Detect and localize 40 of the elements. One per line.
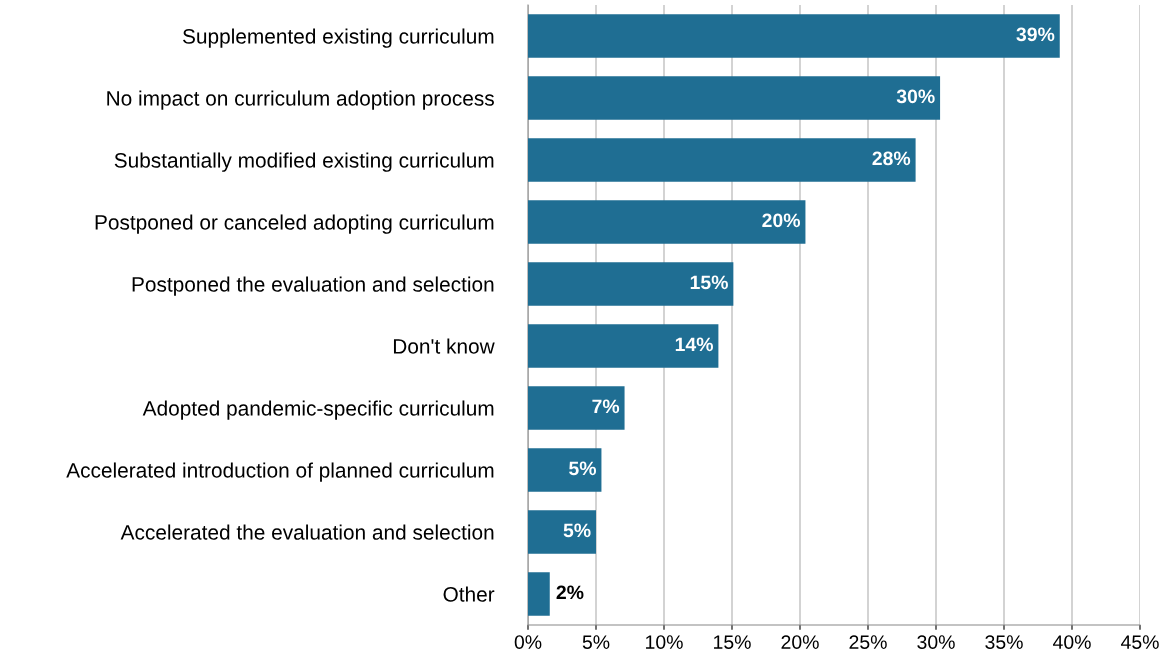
- x-tick-label: 0%: [514, 635, 542, 649]
- y-tick-label: No impact on curriculum adoption process: [107, 90, 494, 110]
- bar: [528, 76, 941, 120]
- y-tick-label: Postponed the evaluation and selection: [132, 276, 494, 296]
- x-tick-label: 10%: [646, 635, 683, 649]
- x-tick-label: 15%: [714, 635, 751, 649]
- y-tick-label: Substantially modified existing curriculum: [114, 152, 494, 172]
- bar: [528, 386, 625, 430]
- data-label: 7%: [592, 399, 620, 414]
- data-label: 30%: [896, 89, 935, 104]
- data-label: 2%: [556, 585, 584, 600]
- x-tick-label: 40%: [1052, 635, 1091, 649]
- x-tick-label: 45%: [1120, 635, 1159, 649]
- y-tick-label: Accelerated the evaluation and selection: [120, 524, 494, 540]
- bar: [528, 510, 596, 554]
- bar: [528, 262, 734, 306]
- y-tick-label: Supplemented existing curriculum: [182, 28, 494, 48]
- x-tick-label: 20%: [781, 635, 819, 649]
- y-tick-label: Adopted pandemic-specific curriculum: [142, 400, 494, 420]
- x-tick-label: 30%: [917, 635, 955, 649]
- y-tick-label: Accelerated introduction of planned curriculum: [66, 462, 494, 482]
- data-label: 39%: [1016, 27, 1055, 42]
- x-tick-label: 25%: [849, 635, 887, 649]
- y-tick-label: Other: [443, 586, 495, 602]
- x-tick-label: 5%: [582, 635, 610, 649]
- x-tick-label: 35%: [985, 635, 1023, 649]
- data-label: 28%: [872, 151, 911, 166]
- bar: [528, 200, 806, 244]
- data-label: 5%: [563, 523, 591, 538]
- data-label: 14%: [675, 337, 713, 352]
- bar: [528, 14, 1060, 58]
- bar: [528, 572, 550, 616]
- y-tick-label: Postponed or canceled adopting curriculum: [95, 214, 494, 234]
- data-label: 5%: [569, 461, 597, 476]
- bar: [528, 448, 602, 492]
- data-label: 20%: [762, 213, 801, 228]
- bar: [528, 138, 916, 182]
- data-label: 15%: [690, 275, 728, 290]
- bar: [528, 324, 719, 368]
- y-tick-label: Don't know: [393, 338, 495, 354]
